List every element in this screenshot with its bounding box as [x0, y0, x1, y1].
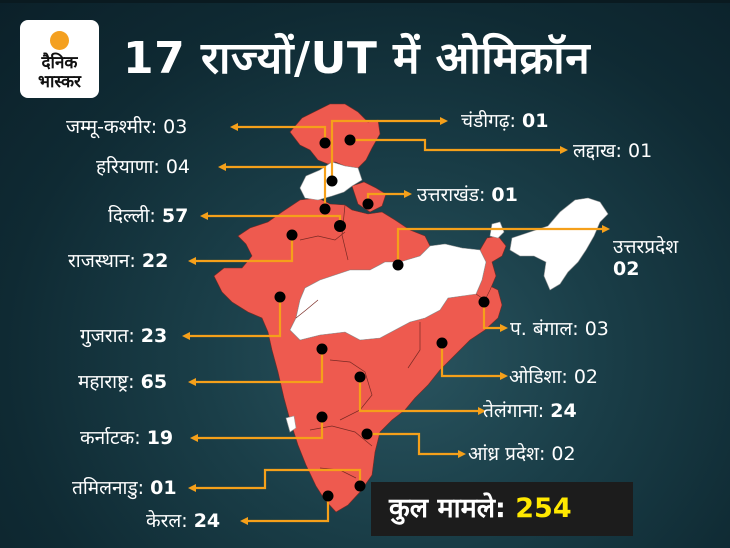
label-maharashtra: महाराष्ट्र: 65 — [78, 371, 168, 393]
label-odisha: ओडिशा: 02 — [509, 366, 599, 388]
marker-uttarakhand — [362, 198, 374, 210]
label-andhra-pradesh: आंध्र प्रदेश: 02 — [468, 443, 576, 465]
total-value: 254 — [515, 493, 572, 524]
label-rajasthan: राजस्थान: 22 — [68, 250, 169, 272]
label-chandigarh: चंडीगढ़: 01 — [461, 110, 549, 132]
leader-lines — [190, 119, 602, 523]
marker-jammu-kashmir — [319, 137, 331, 149]
label-kerala: केरल: 24 — [146, 510, 221, 532]
label-telangana: तेलंगाना: 24 — [483, 400, 577, 422]
marker-haryana — [319, 203, 331, 215]
arrowheads — [182, 117, 610, 525]
marker-rajasthan — [286, 229, 298, 241]
marker-west-bengal — [478, 296, 490, 308]
label-west-bengal: प. बंगाल: 03 — [510, 318, 609, 340]
marker-andhra-pradesh — [361, 428, 373, 440]
marker-odisha — [436, 337, 448, 349]
marker-gujarat — [274, 291, 286, 303]
unaffected-states-shape — [285, 161, 609, 433]
label-gujarat: गुजरात: 23 — [80, 325, 168, 347]
top-border — [0, 0, 730, 3]
label-uttar-pradesh: उत्तरप्रदेश 02 — [613, 236, 679, 280]
marker-tamil-nadu — [354, 480, 366, 492]
label-uttarakhand: उत्तराखंड: 01 — [417, 184, 518, 206]
logo-text-line1: दैनिक — [41, 53, 78, 73]
marker-maharashtra — [316, 343, 328, 355]
label-jammu-kashmir: जम्मू-कश्मीर: 03 — [66, 116, 188, 138]
label-delhi: दिल्ली: 57 — [108, 205, 189, 227]
logo-text-line2: भास्कर — [38, 72, 81, 92]
sun-icon — [50, 31, 69, 50]
total-label: कुल मामले: — [389, 493, 506, 524]
marker-telangana — [354, 371, 366, 383]
total-cases-box: कुल मामले: 254 — [371, 482, 633, 536]
label-ladakh: लद्दाख: 01 — [573, 140, 653, 162]
marker-karnataka — [316, 411, 328, 423]
marker-uttar-pradesh — [392, 259, 404, 271]
page-title: 17 राज्यों/UT में ओमिक्रॉन — [123, 33, 591, 84]
state-markers — [274, 134, 490, 502]
dainik-bhaskar-logo: दैनिक भास्कर — [20, 20, 99, 98]
marker-kerala — [322, 490, 334, 502]
label-karnataka: कर्नाटक: 19 — [80, 427, 174, 449]
label-tamil-nadu: तमिलनाडु: 01 — [72, 477, 177, 499]
state-borders — [295, 204, 421, 479]
marker-delhi — [334, 220, 346, 232]
label-haryana: हरियाणा: 04 — [96, 156, 191, 178]
marker-ladakh — [344, 134, 356, 146]
marker-chandigarh — [326, 175, 338, 187]
